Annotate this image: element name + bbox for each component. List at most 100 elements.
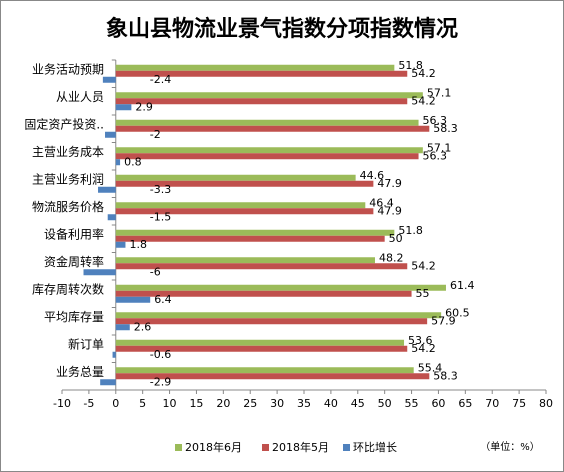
legend-swatch bbox=[262, 444, 269, 451]
value-label: -3.3 bbox=[150, 183, 171, 196]
value-label: 0.8 bbox=[124, 155, 142, 168]
x-tick-label: 70 bbox=[485, 397, 499, 410]
x-tick-label: 50 bbox=[378, 397, 392, 410]
value-label: 48.2 bbox=[379, 251, 404, 264]
value-label: 54.2 bbox=[411, 67, 436, 80]
y-tick-label: 从业人员 bbox=[56, 90, 104, 104]
value-label: 57.1 bbox=[427, 86, 452, 99]
bar bbox=[115, 373, 430, 380]
x-tick-label: 65 bbox=[458, 397, 472, 410]
y-tick-label: 设备利用率 bbox=[44, 226, 104, 241]
x-tick-label: 80 bbox=[539, 397, 553, 410]
value-label: 58.3 bbox=[433, 369, 458, 382]
x-tick-label: -10 bbox=[53, 397, 71, 410]
value-label: 44.6 bbox=[360, 169, 385, 182]
value-label: 54.2 bbox=[411, 259, 436, 272]
bar bbox=[115, 229, 395, 236]
legend-label: 环比增长 bbox=[353, 440, 397, 454]
bar bbox=[115, 284, 446, 291]
bar bbox=[105, 131, 116, 138]
bar bbox=[115, 290, 412, 297]
bar bbox=[115, 180, 374, 187]
value-label: 2.6 bbox=[134, 320, 152, 333]
y-tick-label: 主营业务利润 bbox=[32, 171, 104, 186]
value-label: 58.3 bbox=[433, 122, 458, 135]
y-tick-label: 物流服务价格 bbox=[32, 199, 104, 214]
bar bbox=[115, 92, 423, 99]
value-label: 55.4 bbox=[418, 361, 443, 374]
bar bbox=[100, 379, 116, 386]
value-label: -2.9 bbox=[150, 375, 171, 388]
y-tick-label: 新订单 bbox=[68, 336, 104, 351]
bar bbox=[115, 64, 395, 71]
x-tick-label: 45 bbox=[351, 397, 365, 410]
value-label: -2 bbox=[150, 128, 161, 141]
bar bbox=[115, 174, 356, 181]
bar bbox=[115, 296, 151, 303]
y-tick-label: 平均库存量 bbox=[44, 309, 104, 324]
value-label: 2.9 bbox=[135, 100, 153, 113]
x-tick-label: 0 bbox=[112, 397, 119, 410]
x-tick-label: 30 bbox=[270, 397, 284, 410]
x-tick-label: 10 bbox=[163, 397, 177, 410]
value-label: -2.4 bbox=[150, 73, 171, 86]
value-label: 50 bbox=[389, 232, 403, 245]
value-label: 53.6 bbox=[408, 334, 433, 347]
bar bbox=[98, 186, 116, 193]
value-label: 56.3 bbox=[423, 149, 448, 162]
bar bbox=[115, 147, 423, 154]
legend-swatch bbox=[175, 444, 182, 451]
bar bbox=[115, 345, 408, 352]
chart-title: 象山县物流业景气指数分项指数情况 bbox=[106, 16, 458, 42]
bar bbox=[115, 202, 366, 209]
value-label: 57.1 bbox=[427, 141, 452, 154]
bar bbox=[115, 153, 419, 160]
bar bbox=[115, 367, 414, 374]
y-tick-label: 业务活动预期 bbox=[32, 61, 104, 76]
x-tick-label: 55 bbox=[405, 397, 419, 410]
value-label: -0.6 bbox=[150, 348, 171, 361]
value-label: 54.2 bbox=[411, 94, 436, 107]
x-tick-label: 75 bbox=[512, 397, 526, 410]
bar bbox=[115, 339, 405, 346]
y-tick-label: 主营业务成本 bbox=[32, 144, 104, 159]
bar bbox=[115, 125, 430, 132]
x-tick-label: 5 bbox=[139, 397, 146, 410]
value-label: 6.4 bbox=[154, 293, 172, 306]
value-label: 47.9 bbox=[377, 204, 402, 217]
value-label: -1.5 bbox=[150, 210, 171, 223]
value-label: 60.5 bbox=[445, 306, 470, 319]
bar bbox=[115, 257, 375, 264]
bar bbox=[115, 119, 419, 126]
value-label: 51.8 bbox=[398, 224, 423, 237]
y-tick-label: 业务总量 bbox=[56, 364, 104, 379]
bar bbox=[107, 214, 116, 221]
value-label: -6 bbox=[150, 265, 161, 278]
value-label: 46.4 bbox=[369, 196, 394, 209]
legend-label: 2018年6月 bbox=[185, 440, 242, 454]
y-tick-label: 库存周转次数 bbox=[32, 281, 104, 296]
x-tick-label: -5 bbox=[83, 397, 94, 410]
x-tick-label: 15 bbox=[189, 397, 203, 410]
value-label: 55 bbox=[416, 287, 430, 300]
unit-note: （单位：%） bbox=[480, 440, 540, 453]
value-label: 47.9 bbox=[377, 177, 402, 190]
bar bbox=[115, 241, 126, 248]
bar bbox=[102, 76, 116, 83]
y-tick-label: 资金周转率 bbox=[44, 254, 104, 269]
value-label: 54.2 bbox=[411, 342, 436, 355]
bar bbox=[115, 324, 130, 331]
bar bbox=[115, 159, 121, 166]
bar bbox=[115, 98, 408, 105]
x-tick-label: 60 bbox=[431, 397, 445, 410]
bar bbox=[115, 235, 385, 242]
bar bbox=[115, 104, 132, 111]
value-label: 51.8 bbox=[398, 59, 423, 72]
value-label: 1.8 bbox=[129, 238, 147, 251]
x-tick-label: 25 bbox=[243, 397, 257, 410]
bar bbox=[115, 318, 428, 325]
bar bbox=[83, 269, 116, 276]
value-label: 56.3 bbox=[423, 114, 448, 127]
value-label: 61.4 bbox=[450, 279, 475, 292]
